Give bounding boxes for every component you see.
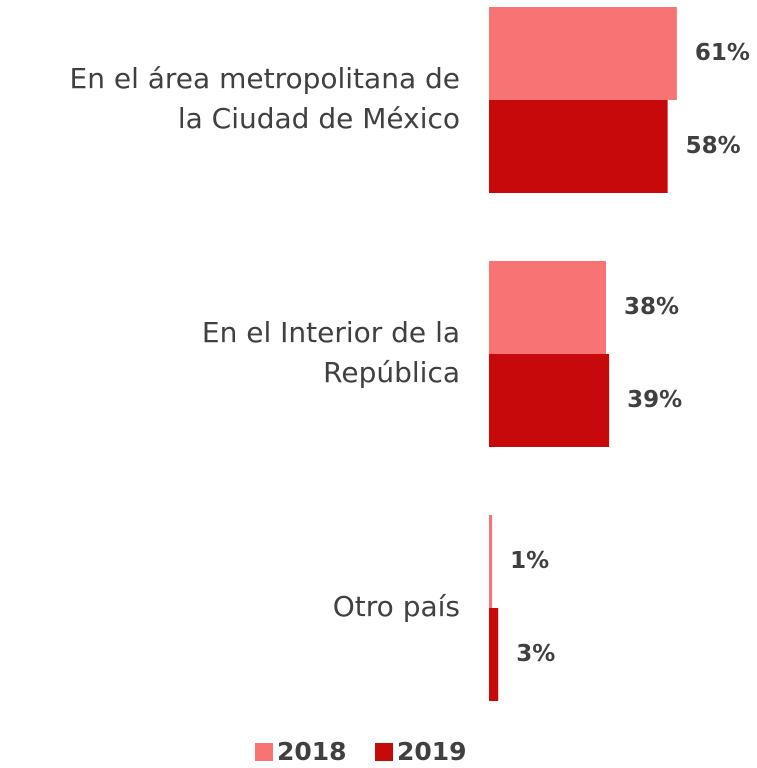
category-label: Otro país (333, 590, 460, 623)
category-label: En el área metropolitana de la Ciudad de … (70, 62, 461, 135)
category-label: En el Interior de la República (202, 316, 460, 389)
legend-swatch (375, 743, 393, 761)
value-label: 1% (510, 548, 549, 574)
value-label: 3% (516, 641, 555, 667)
legend-label: 2019 (397, 737, 467, 766)
value-label: 61% (695, 40, 750, 66)
bar (489, 354, 610, 447)
bar (489, 515, 493, 608)
value-label: 38% (624, 294, 679, 320)
bar (489, 100, 668, 193)
legend-label: 2018 (277, 737, 347, 766)
bar (489, 261, 607, 354)
legend-swatch (255, 743, 273, 761)
bar (489, 608, 499, 701)
bar (489, 7, 677, 100)
value-label: 58% (686, 133, 741, 159)
value-label: 39% (627, 387, 682, 413)
